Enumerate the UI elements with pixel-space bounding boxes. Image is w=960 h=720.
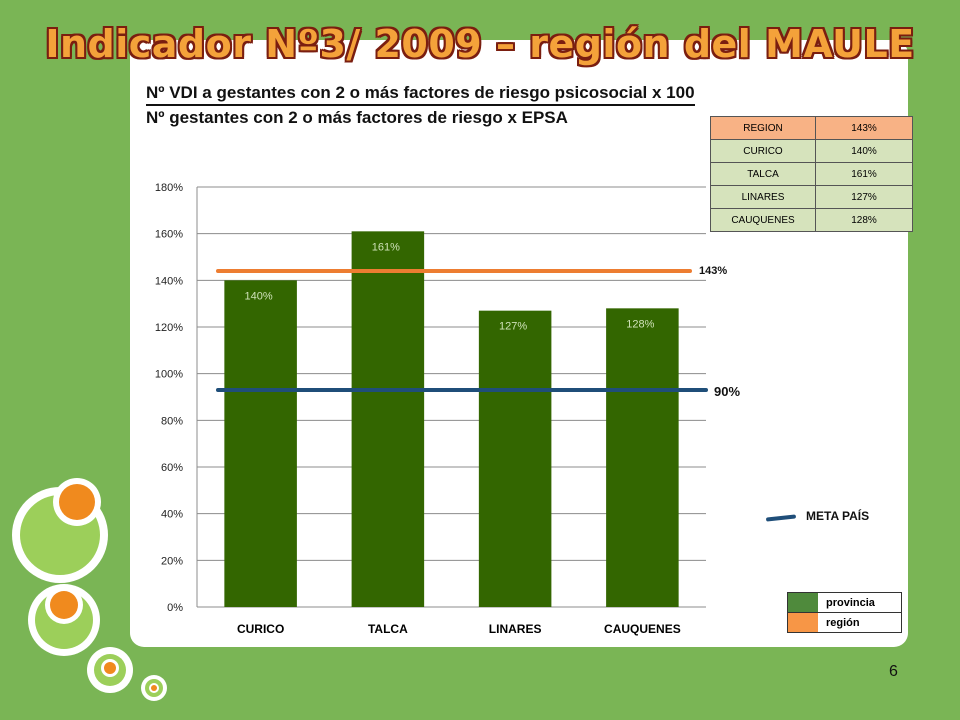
y-tick-label: 120%: [155, 322, 183, 334]
table-cell-name: CURICO: [710, 139, 816, 163]
x-tick-label: TALCA: [368, 622, 408, 636]
formula-denominator: Nº gestantes con 2 o más factores de rie…: [146, 108, 568, 127]
reference-line-label: 90%: [714, 384, 740, 399]
y-tick-label: 160%: [155, 229, 183, 241]
page-number: 6: [889, 663, 898, 680]
table-row: LINARES 127%: [710, 185, 913, 209]
reference-lines: 143% 90%: [216, 265, 740, 399]
table-row: CURICO 140%: [710, 139, 913, 163]
table-cell-value: 128%: [815, 208, 913, 232]
y-tick-label: 60%: [161, 462, 183, 474]
decorative-circles-icon: [12, 478, 167, 701]
table-row: CAUQUENES 128%: [710, 208, 913, 232]
table-cell-name: REGION: [710, 116, 816, 140]
y-tick-label: 100%: [155, 369, 183, 381]
summary-table: REGION 143% CURICO 140% TALCA 161% LINARES 127%…: [710, 116, 913, 232]
data-label: 127%: [499, 321, 527, 333]
legend-label-provincia: provincia: [826, 596, 875, 609]
bar: [606, 308, 679, 607]
legend-label-region: región: [826, 616, 860, 629]
data-label: 128%: [626, 318, 654, 330]
provincia-swatch-icon: [788, 593, 818, 612]
y-tick-label: 80%: [161, 415, 183, 427]
y-tick-label: 20%: [161, 555, 183, 567]
region-swatch-icon: [788, 613, 818, 632]
y-tick-label: 0%: [167, 602, 183, 614]
table-cell-value: 140%: [815, 139, 913, 163]
table-cell-name: LINARES: [710, 185, 816, 209]
table-cell-name: TALCA: [710, 162, 816, 186]
bar: [478, 310, 552, 607]
y-tick-label: 40%: [161, 509, 183, 521]
x-tick-label: CAUQUENES: [604, 622, 681, 636]
legend-item-region: región: [788, 612, 901, 632]
y-tick-label: 140%: [155, 275, 183, 287]
x-tick-label: LINARES: [489, 622, 542, 636]
x-axis-ticks: CURICO TALCA LINARES CAUQUENES: [237, 622, 681, 636]
data-label: 161%: [372, 241, 400, 253]
bar: [351, 231, 425, 608]
reference-line-label: 143%: [699, 265, 727, 277]
formula-numerator: Nº VDI a gestantes con 2 o más factores …: [146, 83, 695, 106]
table-row: TALCA 161%: [710, 162, 913, 186]
meta-legend-label: META PAÍS: [806, 509, 870, 523]
y-axis-ticks: 0% 20% 40% 60% 80% 100% 120% 140% 160% 180%: [155, 182, 183, 614]
table-cell-value: 127%: [815, 185, 913, 209]
x-tick-label: CURICO: [237, 622, 284, 636]
table-cell-value: 143%: [815, 116, 913, 140]
data-label: 140%: [245, 290, 273, 302]
slide-title: Indicador Nº3/ 2009 – región del MAULE: [45, 22, 915, 66]
bar: [224, 280, 297, 607]
table-cell-value: 161%: [815, 162, 913, 186]
y-tick-label: 180%: [155, 182, 183, 194]
legend-item-provincia: provincia: [788, 593, 901, 612]
table-cell-name: CAUQUENES: [710, 208, 816, 232]
bars: 140% 161% 127% 128%: [224, 231, 679, 608]
legend: provincia región: [787, 592, 902, 633]
table-row: REGION 143%: [710, 116, 913, 140]
